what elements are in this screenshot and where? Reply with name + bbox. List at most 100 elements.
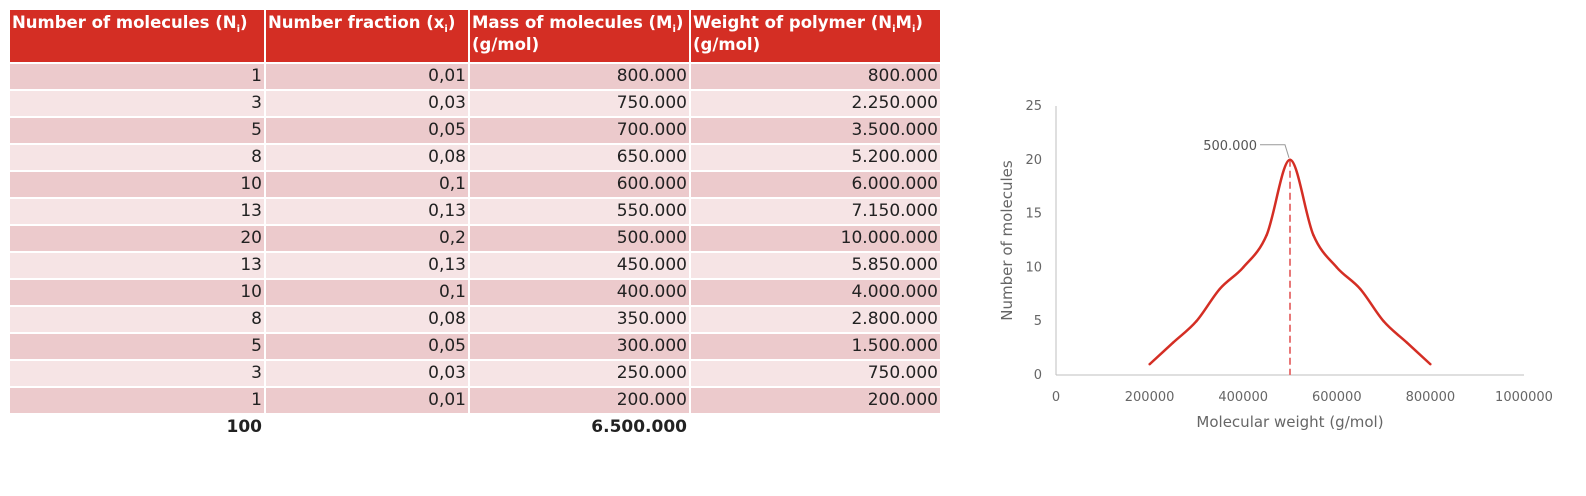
data-point xyxy=(1288,158,1292,161)
data-point xyxy=(1148,363,1151,366)
table-row: 8 0,08 350.000 2.800.000 xyxy=(10,305,940,333)
cell-n: 20 xyxy=(10,224,266,252)
x-tick-labels: 0 200000 400000 600000 800000 1000000 xyxy=(1052,390,1553,405)
cell-m: 650.000 xyxy=(469,143,691,171)
cell-n: 13 xyxy=(10,197,266,225)
cell-n: 10 xyxy=(10,170,266,198)
total-mass: 6.500.000 xyxy=(469,413,691,440)
cell-nm: 750.000 xyxy=(690,359,940,387)
cell-x: 0,08 xyxy=(265,143,470,171)
y-tick-label: 25 xyxy=(1025,99,1042,114)
cell-nm: 7.150.000 xyxy=(690,197,940,225)
table-row: 10 0,1 400.000 4.000.000 xyxy=(10,278,940,306)
header-number-of-molecules: Number of molecules (Ni) xyxy=(10,10,266,63)
molecular-weight-chart: 0 5 10 15 20 25 0 200000 400000 600000 800000 1000… xyxy=(998,99,1553,431)
cell-x: 0,13 xyxy=(265,251,470,279)
cell-n: 13 xyxy=(10,251,266,279)
table-row: 13 0,13 550.000 7.150.000 xyxy=(10,197,940,225)
cell-nm: 6.000.000 xyxy=(690,170,940,198)
data-point xyxy=(1382,320,1385,323)
y-tick-label: 5 xyxy=(1034,314,1042,329)
table-row: 5 0,05 300.000 1.500.000 xyxy=(10,332,940,360)
cell-nm: 10.000.000 xyxy=(690,224,940,252)
cell-x: 0,01 xyxy=(265,62,470,90)
cell-m: 450.000 xyxy=(469,251,691,279)
cell-m: 350.000 xyxy=(469,305,691,333)
data-point xyxy=(1429,363,1432,366)
data-point xyxy=(1171,341,1175,344)
annotation-leader-line xyxy=(1260,144,1290,158)
x-tick-label: 600000 xyxy=(1312,390,1362,405)
cell-n: 3 xyxy=(10,89,266,117)
table-row: 5 0,05 700.000 3.500.000 xyxy=(10,116,940,144)
cell-m: 700.000 xyxy=(469,116,691,144)
cell-nm: 3.500.000 xyxy=(690,116,940,144)
total-molecules: 100 xyxy=(10,413,266,440)
cell-m: 600.000 xyxy=(469,170,691,198)
data-point xyxy=(1335,266,1338,269)
table-row: 1 0,01 200.000 200.000 xyxy=(10,386,940,414)
cell-nm: 800.000 xyxy=(690,62,940,90)
data-point xyxy=(1405,341,1409,344)
table-row: 8 0,08 650.000 5.200.000 xyxy=(10,143,940,171)
cell-m: 250.000 xyxy=(469,359,691,387)
table-row: 1 0,01 800.000 800.000 xyxy=(10,62,940,90)
cell-x: 0,05 xyxy=(265,116,470,144)
cell-nm: 5.850.000 xyxy=(690,251,940,279)
cell-n: 1 xyxy=(10,62,266,90)
cell-n: 10 xyxy=(10,278,266,306)
header-number-fraction: Number fraction (xi) xyxy=(265,10,470,63)
cell-x: 0,13 xyxy=(265,197,470,225)
table-row: 3 0,03 750.000 2.250.000 xyxy=(10,89,940,117)
data-point xyxy=(1265,233,1268,237)
data-point xyxy=(1359,287,1362,291)
x-tick-label: 800000 xyxy=(1406,390,1456,405)
cell-nm: 1.500.000 xyxy=(690,332,940,360)
table-row: 20 0,2 500.000 10.000.000 xyxy=(10,224,940,252)
totals-row: 100 6.500.000 xyxy=(10,413,940,440)
cell-x: 0,05 xyxy=(265,332,470,360)
data-points xyxy=(1148,158,1432,366)
cell-x: 0,03 xyxy=(265,89,470,117)
cell-x: 0,2 xyxy=(265,224,470,252)
y-tick-label: 15 xyxy=(1025,207,1042,222)
data-table: Number of molecules (Ni) Number fraction… xyxy=(10,10,940,440)
table-header-row: Number of molecules (Ni) Number fraction… xyxy=(10,10,940,63)
table-row: 3 0,03 250.000 750.000 xyxy=(10,359,940,387)
total-fraction xyxy=(265,413,470,440)
cell-m: 200.000 xyxy=(469,386,691,414)
cell-n: 5 xyxy=(10,332,266,360)
data-point xyxy=(1242,266,1245,269)
cell-x: 0,1 xyxy=(265,170,470,198)
cell-m: 400.000 xyxy=(469,278,691,306)
cell-x: 0,08 xyxy=(265,305,470,333)
peak-data-label: 500.000 xyxy=(1203,139,1257,154)
cell-nm: 5.200.000 xyxy=(690,143,940,171)
header-mass-of-molecules: Mass of molecules (Mi) (g/mol) xyxy=(469,10,691,63)
cell-n: 8 xyxy=(10,143,266,171)
y-tick-label: 0 xyxy=(1034,368,1042,383)
cell-n: 1 xyxy=(10,386,266,414)
cell-nm: 2.800.000 xyxy=(690,305,940,333)
cell-nm: 2.250.000 xyxy=(690,89,940,117)
x-tick-label: 1000000 xyxy=(1495,390,1553,405)
cell-n: 8 xyxy=(10,305,266,333)
x-axis-title: Molecular weight (g/mol) xyxy=(1196,413,1383,431)
cell-x: 0,01 xyxy=(265,386,470,414)
x-tick-label: 0 xyxy=(1052,390,1060,405)
x-tick-label: 400000 xyxy=(1218,390,1268,405)
y-axis-title: Number of molecules xyxy=(998,160,1016,321)
cell-x: 0,03 xyxy=(265,359,470,387)
cell-n: 3 xyxy=(10,359,266,387)
cell-m: 800.000 xyxy=(469,62,691,90)
cell-m: 500.000 xyxy=(469,224,691,252)
cell-m: 550.000 xyxy=(469,197,691,225)
y-tick-labels: 0 5 10 15 20 25 xyxy=(1025,99,1042,383)
header-weight-of-polymer: Weight of polymer (NiMi) (g/mol) xyxy=(690,10,940,63)
data-point xyxy=(1312,233,1315,237)
cell-m: 750.000 xyxy=(469,89,691,117)
data-point xyxy=(1218,287,1221,291)
cell-x: 0,1 xyxy=(265,278,470,306)
y-tick-label: 10 xyxy=(1025,260,1042,275)
x-tick-label: 200000 xyxy=(1125,390,1175,405)
